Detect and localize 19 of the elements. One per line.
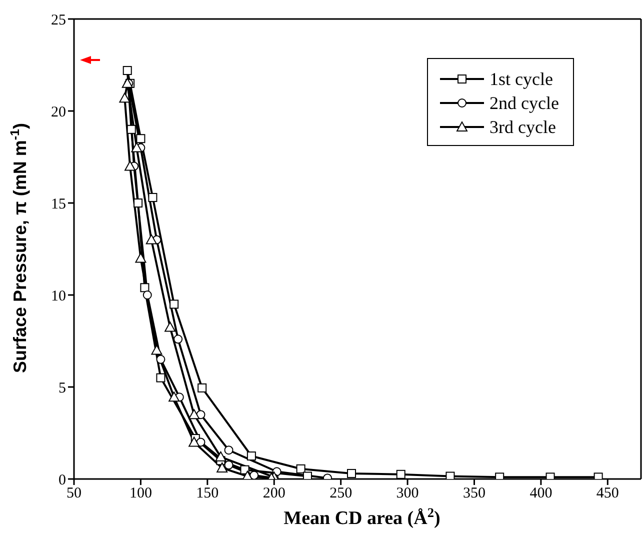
legend-label: 3rd cycle <box>490 116 556 138</box>
y-tick-label: 10 <box>51 288 66 304</box>
x-tick-label: 50 <box>66 486 82 502</box>
legend-label: 2nd cycle <box>490 92 559 114</box>
x-tick-label: 300 <box>396 486 419 502</box>
x-tick-label: 450 <box>596 486 619 502</box>
y-tick-label: 15 <box>51 196 66 212</box>
y-tick-label: 20 <box>51 104 66 120</box>
legend-label: 1st cycle <box>490 68 554 90</box>
y-tick-label: 0 <box>58 472 66 488</box>
x-axis-title: Mean CD area (Å$^{2}$) <box>284 504 440 529</box>
y-tick-label: 25 <box>51 12 66 28</box>
x-tick-label: 150 <box>196 486 219 502</box>
x-tick-label: 100 <box>129 486 152 502</box>
x-tick-label: 400 <box>530 486 552 502</box>
y-tick-label: 5 <box>58 380 66 396</box>
x-tick-label: 350 <box>462 486 486 502</box>
x-tick-label: 200 <box>262 486 286 502</box>
x-tick-label: 250 <box>330 486 352 502</box>
